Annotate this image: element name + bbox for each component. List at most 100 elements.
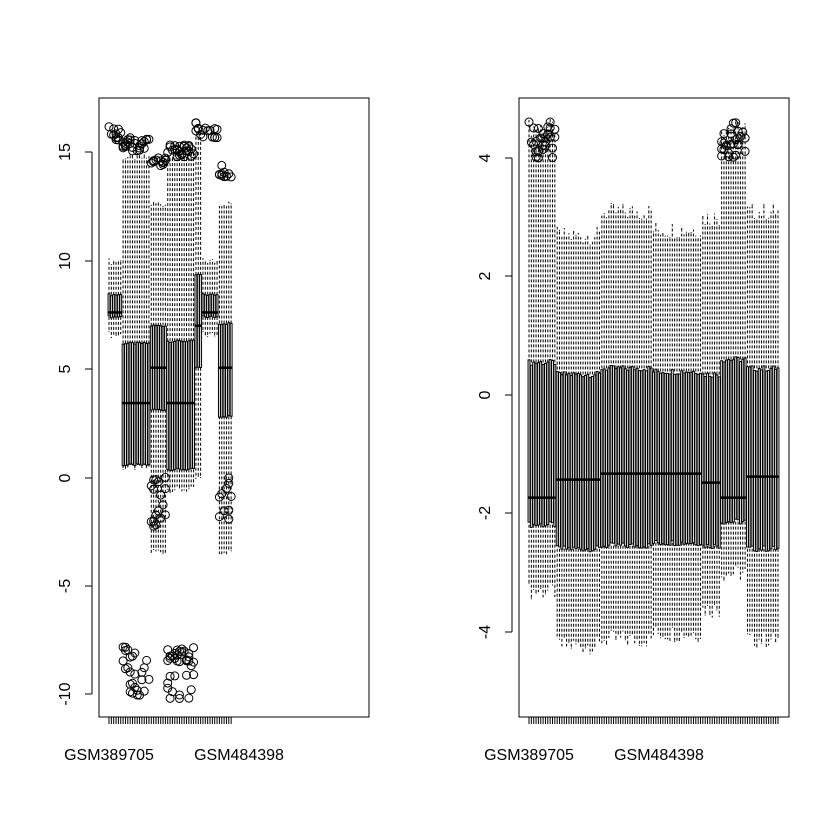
- left-box-outlier: [158, 159, 168, 169]
- left-box-outlier: [109, 124, 119, 134]
- left-box-outlier: [113, 133, 123, 143]
- right-box: [609, 203, 613, 631]
- right-box: [771, 204, 775, 633]
- right-box: [593, 237, 597, 647]
- right-box-body: [541, 363, 545, 528]
- left-box-outlier: [179, 646, 189, 656]
- left-box-body: [213, 294, 217, 318]
- left-x-tick-label: GSM484398: [194, 747, 284, 764]
- left-box-outlier: [205, 125, 215, 135]
- left-boxplot-boxes: [104, 118, 236, 703]
- right-box-body: [656, 371, 660, 544]
- right-box-outlier: [526, 137, 536, 147]
- right-box-body: [588, 376, 592, 553]
- left-box-outlier: [198, 132, 208, 142]
- right-box-outlier: [733, 126, 743, 136]
- right-box: [652, 231, 655, 636]
- right-box-body: [558, 372, 561, 548]
- right-box-body: [774, 368, 778, 551]
- right-box-body: [691, 370, 695, 544]
- right-box-body: [640, 370, 644, 549]
- right-box-body: [713, 372, 717, 545]
- left-box: [116, 128, 126, 335]
- right-box: [680, 227, 684, 632]
- right-box-outlier: [731, 118, 741, 128]
- right-y-axis: -4 -2 0 2 4: [477, 153, 513, 639]
- left-y-tick-label: 15: [57, 143, 74, 161]
- left-box-outlier: [198, 125, 208, 135]
- right-box: [715, 218, 719, 611]
- right-box: [776, 210, 780, 639]
- left-box-outlier: [184, 142, 194, 152]
- right-box-body: [579, 374, 583, 550]
- right-box-body: [544, 362, 547, 527]
- right-box-body: [717, 376, 721, 549]
- right-box-outlier: [731, 135, 741, 145]
- right-box-body: [652, 371, 655, 544]
- right-box-body: [635, 367, 639, 547]
- right-box-body: [722, 361, 726, 525]
- left-box-outlier: [127, 688, 137, 698]
- left-box-outlier: [160, 484, 170, 494]
- right-box: [562, 228, 566, 638]
- left-box-outlier: [151, 520, 161, 530]
- right-box-outlier: [533, 123, 543, 133]
- left-x-tick-label: GSM389705: [64, 747, 154, 764]
- left-box-outlier: [151, 510, 161, 520]
- left-box-outlier: [167, 651, 177, 661]
- right-box: [696, 238, 700, 642]
- right-box: [673, 238, 677, 643]
- right-x-tick-label: GSM484398: [614, 747, 704, 764]
- right-box-body: [769, 367, 773, 550]
- left-box-outlier: [130, 648, 140, 658]
- left-box-outlier: [156, 513, 166, 523]
- right-y-tick-label: 0: [477, 390, 494, 399]
- right-box: [607, 210, 611, 639]
- right-box: [583, 238, 587, 649]
- left-box-outlier: [149, 521, 159, 531]
- left-box-outlier: [226, 491, 236, 501]
- left-box-body: [170, 341, 174, 471]
- left-box-outlier: [174, 141, 184, 151]
- left-box-body: [178, 340, 181, 470]
- right-box-outlier: [524, 117, 534, 127]
- left-box-body: [227, 322, 231, 417]
- right-box-body: [539, 361, 543, 525]
- right-box-body: [750, 365, 754, 547]
- right-box-body: [626, 369, 630, 548]
- right-box-body: [673, 373, 677, 547]
- left-box-outlier: [182, 143, 192, 153]
- right-box-body: [684, 371, 688, 544]
- left-box-outlier: [184, 693, 194, 703]
- left-box-outlier: [163, 678, 173, 688]
- left-box-outlier: [226, 172, 236, 182]
- right-box-body: [736, 357, 740, 521]
- left-box: [106, 129, 116, 338]
- left-box: [200, 123, 210, 336]
- right-box: [654, 222, 658, 627]
- left-box-outlier: [167, 687, 177, 697]
- left-box-body: [173, 340, 177, 471]
- right-box-body: [536, 362, 540, 526]
- right-box-body: [668, 373, 672, 546]
- right-box: [576, 232, 580, 643]
- right-box: [675, 237, 679, 641]
- left-box-outlier: [130, 669, 140, 679]
- right-box-body: [663, 372, 667, 546]
- right-box-body: [677, 373, 681, 546]
- left-box-body: [119, 293, 123, 318]
- right-box: [560, 236, 564, 647]
- right-box-body: [746, 366, 749, 548]
- left-box-outlier: [189, 670, 199, 680]
- right-box: [598, 231, 601, 642]
- right-box-body: [529, 364, 533, 528]
- right-box: [602, 213, 606, 641]
- left-box: [212, 124, 222, 335]
- left-box-outlier: [184, 146, 194, 156]
- right-box-body: [687, 371, 691, 545]
- left-box-outlier: [165, 671, 175, 681]
- right-box: [701, 215, 705, 608]
- left-y-tick-label: 0: [57, 473, 74, 482]
- right-box-body: [666, 372, 670, 546]
- right-box-outlier: [547, 143, 557, 153]
